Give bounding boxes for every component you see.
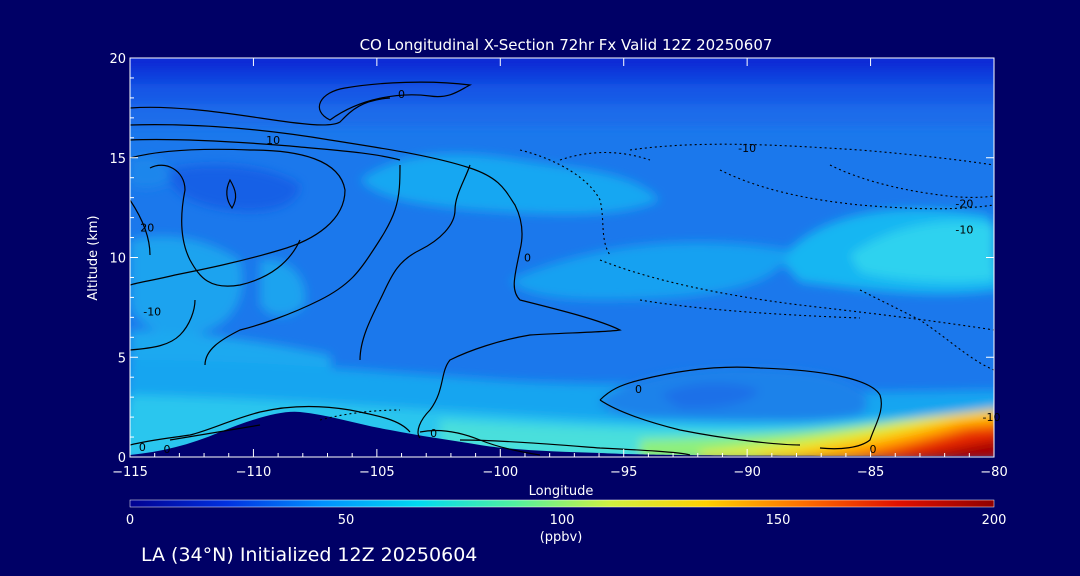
- colorbar-tick-label: 200: [982, 513, 1007, 528]
- contour-label: 0: [870, 443, 877, 456]
- contour-label: -10: [955, 224, 973, 237]
- terrain: [130, 411, 994, 457]
- y-tick-label: 5: [118, 351, 126, 366]
- y-axis: 0 5 10 15 20: [109, 52, 994, 466]
- x-axis-label: Longitude: [529, 484, 594, 499]
- contour-label: 10: [266, 134, 280, 147]
- x-tick-label: −115: [112, 465, 148, 480]
- x-tick-label: −100: [482, 465, 518, 480]
- colorbar-tick-label: 100: [550, 513, 575, 528]
- concentration-field: [130, 58, 994, 457]
- contour-label: -20: [955, 198, 973, 211]
- contour-label: -10: [738, 142, 756, 155]
- x-tick-label: −105: [359, 465, 395, 480]
- y-tick-label: 10: [109, 252, 126, 267]
- contour-label: 0: [635, 383, 642, 396]
- x-tick-label: −80: [980, 465, 1007, 480]
- x-tick-label: −90: [733, 465, 760, 480]
- y-tick-label: 20: [109, 52, 126, 67]
- contour-label: 20: [140, 222, 154, 235]
- contour-label: 0: [139, 441, 146, 454]
- y-axis-label: Altitude (km): [86, 215, 101, 300]
- x-tick-label: −110: [236, 465, 272, 480]
- x-axis: −115 −110 −105 −100 −95 −90 −85 −80: [112, 58, 1008, 480]
- negative-contour-lines: [319, 143, 994, 421]
- y-tick-label: 0: [118, 451, 126, 466]
- colorbar-tick-label: 50: [338, 513, 355, 528]
- chart-title: CO Longitudinal X-Section 72hr Fx Valid …: [360, 36, 773, 54]
- contour-label: -10: [983, 411, 1001, 424]
- x-tick-label: −95: [610, 465, 637, 480]
- colorbar-tick-label: 150: [766, 513, 791, 528]
- contour-label: 0: [398, 88, 405, 101]
- contour-labels: 0 10 -10 -20 -10 20 0 -10 0 0 0 0 0 -10: [139, 88, 1001, 456]
- x-tick-label: −85: [857, 465, 884, 480]
- y-tick-label: 15: [109, 152, 126, 167]
- colorbar-unit-label: (ppbv): [540, 530, 583, 545]
- contour-label: 0: [164, 443, 171, 456]
- colorbar-ticks: 0 50 100 150 200: [126, 513, 1007, 528]
- initialization-caption: LA (34°N) Initialized 12Z 20250604: [141, 544, 477, 566]
- contour-lines: [130, 81, 882, 456]
- colorbar-tick-label: 0: [126, 513, 134, 528]
- contour-label: 0: [524, 252, 531, 265]
- colorbar: [129, 499, 995, 508]
- contour-label: -10: [143, 305, 161, 318]
- contour-label: 0: [430, 427, 437, 440]
